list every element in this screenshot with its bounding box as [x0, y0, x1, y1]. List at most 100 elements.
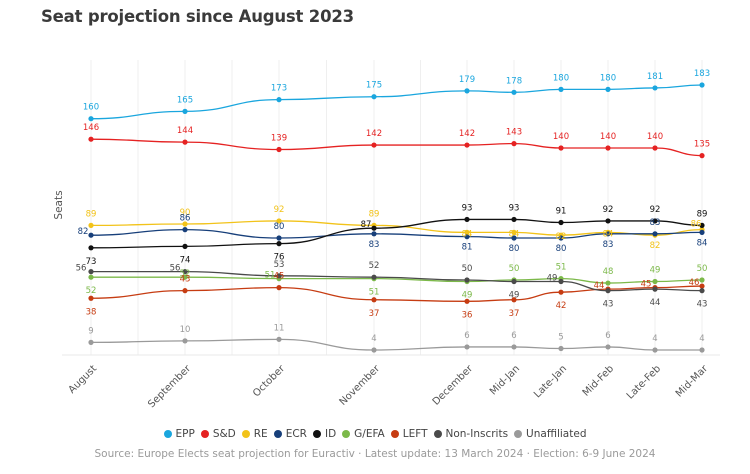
data-point-non-inscrits: [464, 277, 470, 283]
data-point-ecr: [182, 227, 188, 233]
data-label-re: 82: [556, 232, 567, 242]
legend-label: ID: [324, 428, 337, 440]
data-label-id: 73: [86, 257, 97, 267]
data-label-g-efa: 49: [650, 266, 661, 276]
data-point-non-inscrits: [558, 278, 564, 285]
data-label-g-efa: 51: [556, 263, 567, 273]
legend-item-sandd[interactable]: S&D: [200, 428, 236, 440]
x-tick-label: Late-Feb: [625, 363, 663, 401]
data-point-g-efa: [605, 280, 611, 286]
data-label-non-inscrits: 53: [274, 260, 285, 270]
legend-label: S&D: [212, 428, 236, 440]
data-label-non-inscrits: 44: [650, 298, 661, 308]
data-label-non-inscrits: 56: [170, 264, 181, 274]
data-label-g-efa: 52: [86, 286, 97, 296]
data-label-left: 43: [180, 275, 191, 285]
data-label-epp: 173: [271, 84, 287, 94]
data-label-ecr: 81: [462, 243, 473, 253]
data-label-non-inscrits: 43: [697, 300, 708, 310]
data-point-sandd: [276, 146, 282, 153]
data-label-epp: 181: [647, 72, 663, 82]
data-point-sandd: [511, 141, 517, 147]
data-label-ecr: 82: [78, 227, 89, 237]
data-label-id: 92: [650, 205, 661, 215]
data-point-sandd: [652, 145, 658, 151]
data-point-ecr: [276, 235, 282, 241]
data-point-id: [182, 243, 188, 249]
data-point-unaffiliated: [464, 344, 470, 350]
data-label-unaffiliated: 5: [558, 332, 563, 342]
data-point-id: [558, 219, 564, 226]
data-point-g-efa: [652, 278, 658, 285]
data-label-id: 93: [462, 203, 473, 213]
x-tick-label: October: [251, 363, 288, 400]
data-label-epp: 183: [694, 69, 710, 79]
data-point-non-inscrits: [605, 288, 611, 294]
legend-marker-icon: [433, 429, 442, 438]
data-point-unaffiliated: [511, 344, 517, 350]
legend-item-unaffiliated[interactable]: Unaffiliated: [514, 428, 586, 440]
data-point-epp: [88, 116, 94, 122]
legend-item-id[interactable]: ID: [312, 428, 337, 440]
data-label-left: 36: [462, 310, 473, 320]
data-label-left: 38: [86, 307, 97, 317]
data-point-re: [88, 222, 94, 228]
data-label-non-inscrits: 56: [76, 264, 87, 274]
legend-label: Unaffiliated: [526, 428, 587, 440]
data-point-re: [511, 229, 517, 235]
legend-item-epp[interactable]: EPP: [163, 428, 195, 440]
data-point-sandd: [88, 136, 94, 142]
data-point-id: [511, 216, 517, 223]
legend-item-non-inscrits[interactable]: Non-Inscrits: [433, 428, 508, 440]
data-label-epp: 180: [600, 73, 616, 83]
data-point-non-inscrits: [276, 273, 282, 279]
data-point-id: [276, 241, 282, 247]
data-point-epp: [371, 94, 377, 100]
data-point-unaffiliated: [182, 338, 188, 344]
data-label-g-efa: 48: [603, 267, 614, 277]
data-point-g-efa: [88, 274, 94, 280]
data-label-unaffiliated: 6: [605, 331, 610, 341]
legend-item-left[interactable]: LEFT: [390, 428, 428, 440]
data-label-epp: 180: [553, 73, 569, 83]
data-label-ecr: 80: [509, 244, 520, 254]
data-label-unaffiliated: 9: [88, 326, 93, 336]
legend-item-re[interactable]: RE: [241, 428, 268, 440]
data-point-unaffiliated: [699, 347, 705, 353]
data-point-epp: [558, 86, 564, 92]
data-point-ecr: [88, 232, 94, 238]
data-label-ecr: 84: [697, 238, 708, 248]
x-tick-label: Mid-Jan: [488, 363, 522, 397]
data-point-non-inscrits: [182, 269, 188, 275]
data-point-sandd: [699, 153, 705, 159]
data-point-non-inscrits: [511, 278, 517, 285]
data-label-re: 84: [509, 229, 520, 239]
data-label-left: 46: [689, 278, 700, 288]
data-point-epp: [276, 97, 282, 103]
data-label-epp: 178: [506, 76, 522, 86]
data-label-unaffiliated: 6: [511, 331, 516, 341]
legend-label: EPP: [175, 428, 195, 440]
data-point-ecr: [464, 234, 470, 240]
data-label-id: 93: [509, 203, 520, 213]
data-label-epp: 160: [83, 103, 99, 113]
legend-marker-icon: [200, 429, 209, 438]
chart-title: Seat projection since August 2023: [41, 7, 354, 26]
legend-marker-icon: [390, 429, 399, 438]
data-point-unaffiliated: [276, 336, 282, 342]
data-point-ecr: [652, 231, 658, 237]
data-label-non-inscrits: 49: [547, 274, 558, 284]
data-point-unaffiliated: [605, 344, 611, 350]
data-label-id: 92: [603, 205, 614, 215]
data-point-left: [182, 288, 188, 294]
data-label-left: 37: [509, 309, 520, 319]
data-label-sandd: 140: [647, 132, 663, 142]
data-label-re: 86: [691, 220, 702, 230]
legend-item-ecr[interactable]: ECR: [273, 428, 307, 440]
x-tick-label: Late-Jan: [532, 363, 569, 400]
data-label-sandd: 140: [553, 132, 569, 142]
data-point-non-inscrits: [652, 286, 658, 292]
data-point-left: [88, 295, 94, 301]
legend-item-g-efa[interactable]: G/EFA: [342, 428, 385, 440]
